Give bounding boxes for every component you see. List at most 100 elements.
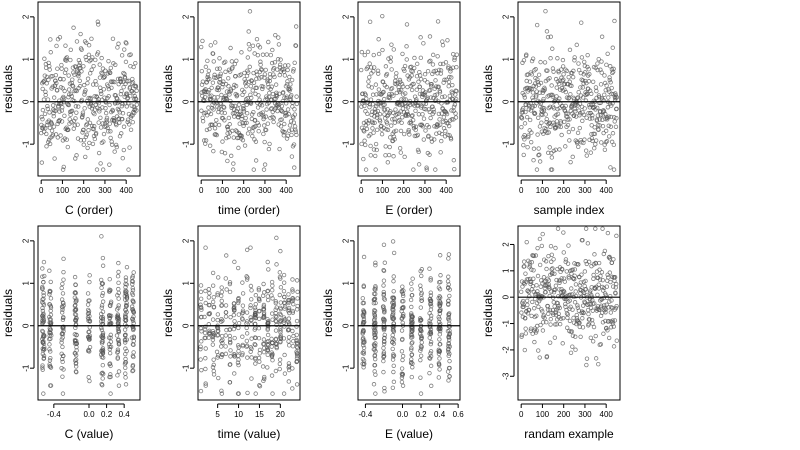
data-point [256,326,262,331]
data-point [282,95,287,100]
data-point [447,74,452,80]
data-point [225,131,230,136]
data-point [537,262,543,268]
data-point [437,328,443,334]
data-point [604,302,609,307]
data-point [531,146,537,151]
data-point [447,358,452,364]
data-point [400,383,406,388]
data-point [273,368,279,374]
data-point [526,133,531,138]
data-point [376,51,382,57]
data-point [223,276,228,281]
data-point [231,308,237,313]
data-point [290,296,296,301]
data-point [437,286,443,292]
data-point [558,316,564,321]
data-point [579,140,584,145]
data-point [394,90,399,96]
data-point [123,351,128,357]
data-point [582,137,587,142]
data-point [70,77,75,82]
data-point [97,75,103,80]
data-point [401,299,406,304]
data-point [574,42,579,48]
data-point [381,353,387,359]
data-point [270,288,275,293]
data-point [446,84,451,89]
data-point [219,344,224,349]
data-point [595,105,600,111]
data-point [294,94,299,99]
data-point [43,126,48,131]
data-point [373,141,379,147]
data-point [119,53,125,58]
data-point [376,71,381,76]
data-point [292,165,297,170]
data-point [47,141,53,147]
data-point [231,326,237,332]
data-point [86,309,92,314]
data-point [537,152,542,157]
data-point [590,339,596,344]
data-point [418,348,423,353]
data-point [215,275,221,280]
data-point [604,138,610,144]
data-point [246,70,251,75]
data-point [376,87,382,92]
data-point [227,122,232,127]
data-point [368,132,373,137]
data-point [590,113,595,118]
data-point [438,122,443,127]
data-point [53,72,59,78]
data-point [229,59,235,64]
data-point [84,132,89,137]
data-point [228,339,233,345]
data-point [74,110,79,115]
data-point [130,281,135,287]
data-point [437,308,443,313]
data-point [261,167,267,172]
data-point [551,257,556,262]
data-point [47,326,52,331]
data-point [51,111,56,116]
data-point [199,339,204,344]
data-point [40,334,46,339]
data-point [439,131,445,137]
data-point [544,117,549,122]
data-point [128,52,133,57]
data-point [215,332,221,338]
data-point [560,341,565,346]
data-point [210,80,216,85]
data-point [116,328,121,334]
data-point [236,357,241,362]
data-point [439,138,444,144]
data-point [409,374,414,380]
data-point [245,55,251,60]
data-point [98,89,104,94]
data-point [40,346,45,351]
x-tick-label: 0 [519,410,524,419]
data-point [395,80,401,85]
data-point [116,286,121,292]
data-point [63,56,69,61]
data-point [282,304,288,309]
data-point [217,56,222,61]
y-axis-label: residuals [1,65,15,113]
data-point [240,342,245,348]
data-point [210,51,216,56]
data-point [523,331,529,336]
data-point [266,267,271,272]
data-point [252,125,257,130]
data-point [454,52,460,57]
data-point [604,83,609,88]
data-point [570,74,576,80]
data-point [129,103,134,108]
data-point [418,357,423,363]
data-point [540,98,546,104]
data-point [554,94,559,99]
data-point [376,37,381,42]
data-point [522,121,528,126]
data-point [130,286,135,291]
data-point [373,153,378,159]
